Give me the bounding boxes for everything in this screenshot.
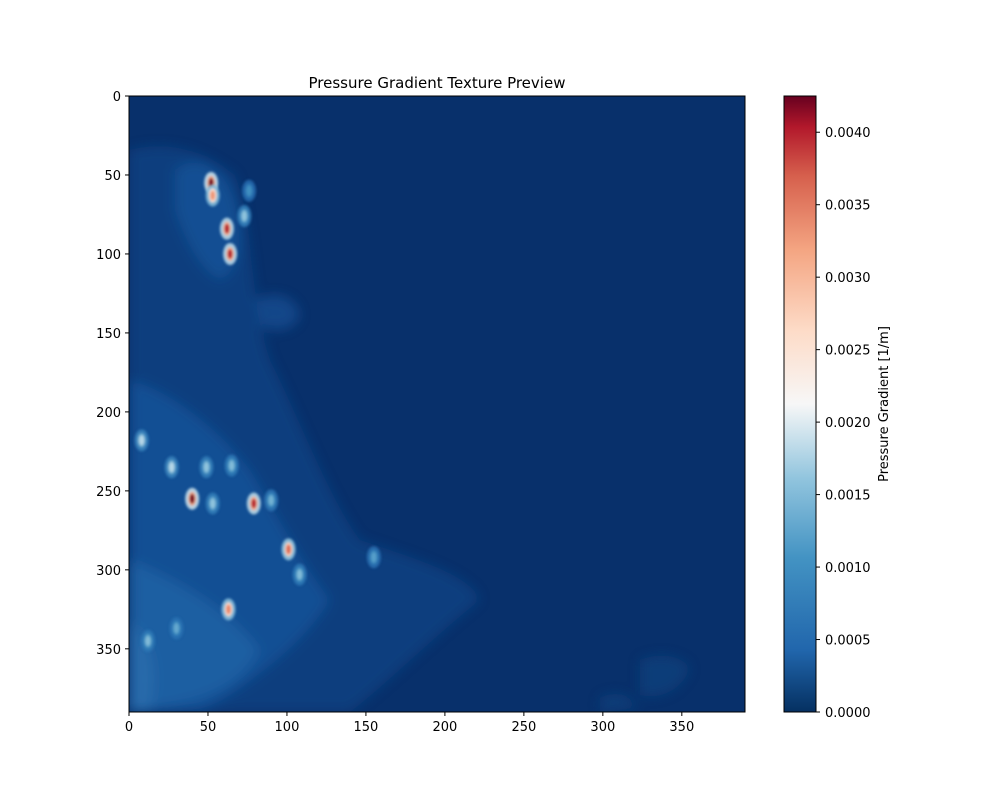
feature-core bbox=[145, 635, 151, 646]
feature-spot bbox=[242, 179, 257, 202]
y-axis: 0 50 100 150 200 250 300 350 bbox=[96, 90, 129, 658]
feature-spot bbox=[169, 617, 184, 640]
feature-core bbox=[229, 460, 235, 471]
feature-spots bbox=[134, 171, 381, 652]
feature-core bbox=[173, 623, 179, 634]
x-tick-label: 300 bbox=[590, 720, 615, 735]
y-tick-label: 100 bbox=[96, 248, 121, 263]
x-tick-label: 150 bbox=[354, 720, 379, 735]
feature-core bbox=[224, 223, 230, 234]
feature-core bbox=[268, 495, 274, 506]
feature-spot bbox=[221, 598, 236, 621]
y-tick-label: 200 bbox=[96, 406, 121, 421]
y-tick-label: 350 bbox=[96, 643, 121, 658]
colorbar-tick-label: 0.0040 bbox=[825, 126, 871, 141]
feature-spot bbox=[223, 242, 238, 265]
colorbar-tick-label: 0.0000 bbox=[825, 706, 871, 721]
feature-spot bbox=[205, 184, 220, 207]
feature-spot bbox=[264, 489, 279, 512]
x-axis: 0 50 100 150 200 250 300 350 bbox=[125, 712, 694, 735]
x-tick-label: 350 bbox=[669, 720, 694, 735]
colorbar-tick-label: 0.0020 bbox=[825, 416, 871, 431]
colorbar-tick-label: 0.0030 bbox=[825, 271, 871, 286]
y-tick-label: 300 bbox=[96, 564, 121, 579]
heatmap-area bbox=[129, 96, 745, 712]
feature-spot bbox=[185, 487, 200, 510]
feature-core bbox=[169, 462, 175, 473]
colorbar-tick-label: 0.0025 bbox=[825, 344, 871, 359]
colorbar-tick-label: 0.0035 bbox=[825, 199, 871, 214]
colorbar-label: Pressure Gradient [1/m] bbox=[877, 326, 892, 482]
feature-spot bbox=[281, 538, 296, 561]
feature-core bbox=[189, 493, 195, 504]
feature-spot bbox=[164, 456, 179, 479]
x-tick-label: 250 bbox=[511, 720, 536, 735]
feature-core bbox=[210, 498, 216, 509]
feature-spot bbox=[246, 492, 261, 515]
feature-core bbox=[227, 248, 233, 259]
diffuse-texture bbox=[129, 146, 690, 712]
feature-core bbox=[210, 190, 216, 201]
colorbar-ticks: 0.0000 0.0005 0.0010 0.0015 0.0020 0.0025 0.00… bbox=[816, 126, 871, 721]
feature-spot bbox=[205, 492, 220, 515]
plot-frame bbox=[128, 95, 746, 713]
feature-spot bbox=[224, 454, 239, 477]
feature-core bbox=[251, 498, 257, 509]
feature-spot bbox=[237, 205, 252, 228]
x-tick-label: 200 bbox=[432, 720, 457, 735]
feature-spot bbox=[366, 546, 381, 569]
feature-core bbox=[241, 211, 247, 222]
y-tick-label: 50 bbox=[104, 169, 121, 184]
x-tick-label: 50 bbox=[200, 720, 217, 735]
feature-core bbox=[371, 552, 377, 563]
colorbar: 0.0000 0.0005 0.0010 0.0015 0.0020 0.0025 0.00… bbox=[783, 95, 892, 721]
feature-core bbox=[286, 544, 292, 555]
colorbar-tick-label: 0.0015 bbox=[825, 489, 871, 504]
chart-title: Pressure Gradient Texture Preview bbox=[309, 74, 566, 92]
feature-spot bbox=[219, 217, 234, 240]
feature-spot bbox=[199, 456, 214, 479]
x-tick-label: 0 bbox=[125, 720, 133, 735]
y-tick-label: 150 bbox=[96, 327, 121, 342]
colorbar-gradient bbox=[784, 96, 816, 712]
feature-core bbox=[139, 435, 145, 446]
feature-spot bbox=[134, 429, 149, 452]
feature-core bbox=[246, 185, 252, 196]
y-tick-label: 250 bbox=[96, 485, 121, 500]
feature-core bbox=[203, 462, 209, 473]
feature-spot bbox=[140, 629, 155, 652]
y-tick-label: 0 bbox=[113, 90, 121, 105]
colorbar-frame bbox=[783, 95, 817, 713]
x-tick-label: 100 bbox=[275, 720, 300, 735]
feature-spot bbox=[292, 563, 307, 586]
feature-core bbox=[226, 604, 232, 615]
colorbar-tick-label: 0.0005 bbox=[825, 634, 871, 649]
colorbar-tick-label: 0.0010 bbox=[825, 561, 871, 576]
feature-core bbox=[297, 569, 303, 580]
